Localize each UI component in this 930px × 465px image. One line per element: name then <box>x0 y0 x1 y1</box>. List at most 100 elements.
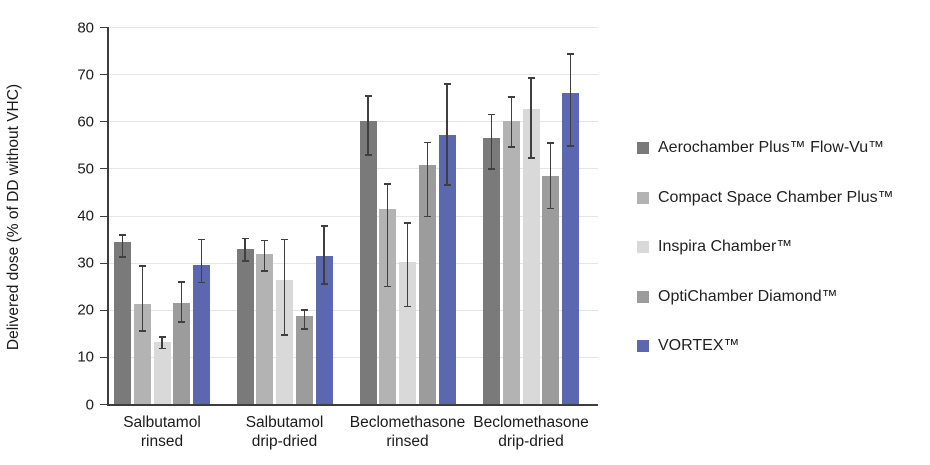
legend-swatch <box>637 340 649 352</box>
bar-optichamber-diamond--g3 <box>542 175 560 404</box>
y-tick-10 <box>100 356 107 358</box>
error-bar-cap-top <box>547 142 555 144</box>
error-bar-cap-top <box>423 141 431 144</box>
legend-item-4: OptiChamber Diamond™ <box>637 288 838 306</box>
y-tick-70 <box>100 74 107 76</box>
error-bar-cap-top <box>443 83 451 85</box>
bar-aerochamber-plus-flow-vu--g2 <box>359 121 377 404</box>
error-bar-cap-top <box>261 239 269 242</box>
y-tick-label-80: 80 <box>77 19 94 36</box>
error-bar-line <box>141 265 143 331</box>
bar-aerochamber-plus-flow-vu--g1 <box>236 249 254 404</box>
error-bar-cap-bottom <box>547 207 555 210</box>
y-tick-30 <box>100 262 107 264</box>
error-bar-cap-top <box>300 309 308 311</box>
gridline-40 <box>107 215 598 217</box>
legend-label: Compact Space Chamber Plus™ <box>658 188 894 206</box>
x-category-label-2: Beclomethasone rinsed <box>349 414 466 450</box>
error-bar-line <box>387 183 389 286</box>
legend-item-5: VORTEX™ <box>637 337 740 355</box>
bar-inspira-chamber--g1 <box>276 280 293 404</box>
error-bar-cap-bottom <box>300 328 308 330</box>
gridline-70 <box>107 74 598 76</box>
y-tick-label-50: 50 <box>77 160 94 178</box>
bar-aerochamber-plus-flow-vu--g0 <box>114 242 131 404</box>
error-bar-cap-bottom <box>320 283 328 285</box>
error-bar-cap-bottom <box>119 256 126 258</box>
error-bar-cap-bottom <box>443 184 451 186</box>
bar-vortex--g2 <box>438 135 456 404</box>
bar-compact-space-chamber-plus--g3 <box>502 121 520 404</box>
error-bar-cap-top <box>158 336 166 338</box>
error-bar-line <box>490 113 493 169</box>
bar-optichamber-diamond--g1 <box>295 316 313 404</box>
error-bar-line <box>550 142 552 208</box>
y-tick-80 <box>100 27 107 28</box>
bar-compact-space-chamber-plus--g2 <box>379 208 397 404</box>
legend-item-1: Aerochamber Plus™ Flow-Vu™ <box>637 139 884 157</box>
y-tick-0 <box>100 404 107 405</box>
error-bar-cap-bottom <box>507 146 515 148</box>
gridline-20 <box>107 309 598 311</box>
error-bar-cap-top <box>198 238 205 241</box>
bar-vortex--g1 <box>315 256 333 404</box>
bar-compact-space-chamber-plus--g0 <box>133 303 151 404</box>
bar-optichamber-diamond--g0 <box>173 303 191 404</box>
x-category-label-3: Beclomethasone drip-dried <box>473 414 589 450</box>
y-axis-line <box>107 27 109 404</box>
bar-inspira-chamber--g0 <box>153 342 171 404</box>
error-bar-cap-top <box>178 281 186 283</box>
legend-label: Aerochamber Plus™ Flow-Vu™ <box>658 139 885 156</box>
error-bar-line <box>323 225 325 284</box>
error-bar-cap-top <box>281 238 288 241</box>
bar-inspira-chamber--g3 <box>522 108 540 404</box>
y-tick-label-0: 0 <box>85 396 94 413</box>
bar-compact-space-chamber-plus--g1 <box>256 253 274 404</box>
legend-swatch <box>637 241 649 253</box>
error-bar-line <box>426 141 428 216</box>
gridline-50 <box>107 168 598 170</box>
error-bar-line <box>181 281 183 322</box>
error-bar-line <box>264 239 266 271</box>
error-bar-cap-bottom <box>364 154 372 156</box>
x-category-label-0: Salbutamol rinsed <box>123 414 201 450</box>
y-tick-40 <box>100 215 107 217</box>
error-bar-cap-top <box>241 237 249 240</box>
bar-vortex--g0 <box>193 265 210 404</box>
error-bar-cap-bottom <box>138 330 146 332</box>
legend-swatch <box>637 290 649 303</box>
y-tick-label-10: 10 <box>77 348 94 366</box>
legend-item-2: Compact Space Chamber Plus™ <box>637 189 894 207</box>
gridline-30 <box>107 262 598 264</box>
legend-item-3: Inspira Chamber™ <box>637 238 792 256</box>
error-bar-cap-bottom <box>527 157 535 159</box>
error-bar-line <box>406 222 409 306</box>
y-tick-label-70: 70 <box>77 66 94 84</box>
error-bar-cap-top <box>488 113 495 116</box>
error-bar-cap-bottom <box>178 321 186 323</box>
bar-optichamber-diamond--g2 <box>418 165 436 404</box>
y-tick-label-30: 30 <box>77 254 94 272</box>
gridline-60 <box>107 121 598 123</box>
gridline-10 <box>107 356 598 358</box>
error-bar-cap-bottom <box>384 285 392 288</box>
error-bar-cap-bottom <box>261 270 269 272</box>
error-bar-cap-bottom <box>404 305 411 308</box>
error-bar-line <box>510 96 512 147</box>
error-bar-cap-top <box>138 265 146 267</box>
error-bar-line <box>244 237 246 261</box>
error-bar-line <box>569 53 572 146</box>
error-bar-cap-top <box>507 96 515 98</box>
error-bar-cap-top <box>119 234 126 236</box>
error-bar-line <box>121 234 124 257</box>
y-tick-label-20: 20 <box>77 301 94 319</box>
legend-label: Inspira Chamber™ <box>658 238 793 255</box>
error-bar-cap-bottom <box>158 347 166 350</box>
error-bar-line <box>530 77 532 158</box>
legend-swatch <box>637 191 649 204</box>
error-bar-line <box>367 95 369 155</box>
legend-label: VORTEX™ <box>658 337 740 354</box>
